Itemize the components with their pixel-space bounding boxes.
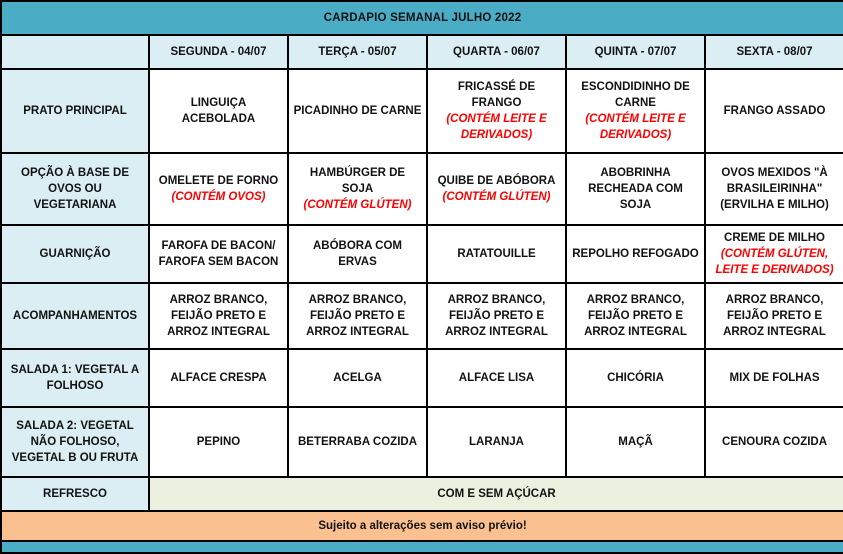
dish-name: ARROZ BRANCO, FEIJÃO PRETO E ARROZ INTEG… <box>584 293 687 339</box>
dish-name: ALFACE CRESPA <box>170 371 267 384</box>
menu-cell: CREME DE MILHO (CONTÉM GLÚTEN, LEITE E DE… <box>703 224 843 284</box>
dish-name: OMELETE DE FORNO <box>158 174 279 187</box>
menu-cell: PEPINO <box>148 406 289 478</box>
column-header-wednesday: QUARTA - 06/07 <box>426 34 567 70</box>
menu-cell: BETERRABA COZIDA <box>287 406 428 478</box>
menu-cell: REPOLHO REFOGADO <box>565 224 706 284</box>
dish-name: CENOURA COZIDA <box>722 435 828 448</box>
table-row-acompanhamentos: ACOMPANHAMENTOS ARROZ BRANCO, FEIJÃO PRE… <box>0 282 843 350</box>
dish-name: ARROZ BRANCO, FEIJÃO PRETO E ARROZ INTEG… <box>445 293 548 339</box>
table-row-salada-2: SALADA 2: VEGETAL NÃO FOLHOSO, VEGETAL B… <box>0 406 843 478</box>
table-row-opcao-vegetariana: OPÇÃO À BASE DE OVOS OU VEGETARIANA OMEL… <box>0 152 843 226</box>
dish-name: FAROFA DE BACON/ FAROFA SEM BACON <box>158 239 279 268</box>
row-label-salada-2: SALADA 2: VEGETAL NÃO FOLHOSO, VEGETAL B… <box>0 406 150 478</box>
dish-name: ACELGA <box>333 371 382 384</box>
menu-cell: ACELGA <box>287 348 428 408</box>
dish-name: REPOLHO REFOGADO <box>572 247 699 260</box>
row-label-salada-1: SALADA 1: VEGETAL A FOLHOSO <box>0 348 150 408</box>
dish-name: CHICÓRIA <box>607 371 664 384</box>
dish-name: HAMBÚRGER DE SOJA <box>309 166 406 195</box>
row-label-prato-principal: PRATO PRINCIPAL <box>0 68 150 154</box>
dish-name: OVOS MEXIDOS "À BRASILEIRINHA" (ERVILHA … <box>720 166 829 212</box>
dish-name: ESCONDIDINHO DE CARNE <box>581 80 690 109</box>
menu-cell: ARROZ BRANCO, FEIJÃO PRETO E ARROZ INTEG… <box>287 282 428 350</box>
dish-name: LARANJA <box>469 435 524 448</box>
bottom-bar-row <box>0 540 843 554</box>
menu-cell: QUIBE DE ABÓBORA (CONTÉM GLÚTEN) <box>426 152 567 226</box>
menu-cell: ALFACE LISA <box>426 348 567 408</box>
dish-name: PICADINHO DE CARNE <box>293 104 422 117</box>
dish-name: ARROZ BRANCO, FEIJÃO PRETO E ARROZ INTEG… <box>306 293 409 339</box>
footer-row: Sujeito a alterações sem aviso prévio! <box>0 510 843 542</box>
dish-name: PEPINO <box>196 435 241 448</box>
allergen-note: (CONTÉM LEITE E DERIVADOS) <box>585 113 686 142</box>
allergen-note: (CONTÉM GLÚTEN, LEITE E DERIVADOS) <box>715 247 834 277</box>
menu-cell: LINGUIÇA ACEBOLADA <box>148 68 289 154</box>
menu-cell: OVOS MEXIDOS "À BRASILEIRINHA" (ERVILHA … <box>703 152 843 226</box>
table-row-refresco: REFRESCO COM E SEM AÇÚCAR <box>0 476 843 512</box>
menu-cell: MAÇÃ <box>565 406 706 478</box>
menu-cell: PICADINHO DE CARNE <box>287 68 428 154</box>
menu-cell: ARROZ BRANCO, FEIJÃO PRETO E ARROZ INTEG… <box>148 282 289 350</box>
table-row-salada-1: SALADA 1: VEGETAL A FOLHOSO ALFACE CRESP… <box>0 348 843 408</box>
menu-cell: RATATOUILLE <box>426 224 567 284</box>
allergen-note: (CONTÉM OVOS) <box>171 191 266 203</box>
allergen-note: (CONTÉM GLÚTEN) <box>303 199 412 212</box>
title-row: CARDAPIO SEMANAL JULHO 2022 <box>0 0 843 36</box>
menu-cell: OMELETE DE FORNO (CONTÉM OVOS) <box>148 152 289 226</box>
dish-name: ALFACE LISA <box>458 371 535 384</box>
dish-name: FRANGO ASSADO <box>723 104 826 117</box>
menu-cell: FAROFA DE BACON/ FAROFA SEM BACON <box>148 224 289 284</box>
allergen-note: (CONTÉM GLÚTEN) <box>442 191 551 203</box>
menu-cell: MIX DE FOLHAS <box>703 348 843 408</box>
menu-cell: LARANJA <box>426 406 567 478</box>
table-row-guarnicao: GUARNIÇÃO FAROFA DE BACON/ FAROFA SEM BA… <box>0 224 843 284</box>
table-row-prato-principal: PRATO PRINCIPAL LINGUIÇA ACEBOLADA PICAD… <box>0 68 843 154</box>
menu-cell: ABOBRINHA RECHEADA COM SOJA <box>565 152 706 226</box>
menu-cell: CENOURA COZIDA <box>703 406 843 478</box>
dish-name: FRICASSÉ DE FRANGO <box>457 80 536 109</box>
dish-name: LINGUIÇA ACEBOLADA <box>181 96 256 125</box>
menu-title: CARDAPIO SEMANAL JULHO 2022 <box>0 0 843 36</box>
dish-name: CREME DE MILHO <box>724 231 825 244</box>
menu-cell: FRICASSÉ DE FRANGO (CONTÉM LEITE E DERIVA… <box>426 68 567 154</box>
menu-cell: ARROZ BRANCO, FEIJÃO PRETO E ARROZ INTEG… <box>565 282 706 350</box>
dish-name: RATATOUILLE <box>457 247 536 260</box>
menu-cell: ABÓBORA COM ERVAS <box>287 224 428 284</box>
dish-name: MAÇÃ <box>618 435 653 448</box>
bottom-accent-bar <box>0 540 843 554</box>
dish-name: ABÓBORA COM ERVAS <box>312 239 402 268</box>
row-label-guarnicao: GUARNIÇÃO <box>0 224 150 284</box>
row-label-opcao-vegetariana: OPÇÃO À BASE DE OVOS OU VEGETARIANA <box>0 152 150 226</box>
header-row: SEGUNDA - 04/07 TERÇA - 05/07 QUARTA - 0… <box>0 34 843 70</box>
menu-cell: FRANGO ASSADO <box>703 68 843 154</box>
column-header-thursday: QUINTA - 07/07 <box>565 34 706 70</box>
allergen-note: (CONTÉM LEITE E DERIVADOS) <box>446 113 547 142</box>
column-header-monday: SEGUNDA - 04/07 <box>148 34 289 70</box>
column-header-friday: SEXTA - 08/07 <box>703 34 843 70</box>
dish-name: ARROZ BRANCO, FEIJÃO PRETO E ARROZ INTEG… <box>723 293 826 339</box>
refresco-value: COM E SEM AÇÚCAR <box>147 476 843 512</box>
row-label-acompanhamentos: ACOMPANHAMENTOS <box>0 282 150 350</box>
menu-cell: ALFACE CRESPA <box>148 348 289 408</box>
column-header-tuesday: TERÇA - 05/07 <box>287 34 428 70</box>
menu-cell: ARROZ BRANCO, FEIJÃO PRETO E ARROZ INTEG… <box>426 282 567 350</box>
dish-name: QUIBE DE ABÓBORA <box>437 174 556 187</box>
row-label-refresco: REFRESCO <box>0 476 150 512</box>
menu-cell: ARROZ BRANCO, FEIJÃO PRETO E ARROZ INTEG… <box>703 282 843 350</box>
dish-name: ABOBRINHA RECHEADA COM SOJA <box>588 166 683 212</box>
disclaimer-text: Sujeito a alterações sem aviso prévio! <box>0 510 843 542</box>
corner-cell <box>0 34 150 70</box>
menu-cell: HAMBÚRGER DE SOJA (CONTÉM GLÚTEN) <box>287 152 428 226</box>
menu-cell: ESCONDIDINHO DE CARNE (CONTÉM LEITE E DER… <box>565 68 706 154</box>
dish-name: ARROZ BRANCO, FEIJÃO PRETO E ARROZ INTEG… <box>167 293 270 339</box>
dish-name: MIX DE FOLHAS <box>729 371 820 384</box>
dish-name: BETERRABA COZIDA <box>297 435 418 448</box>
menu-cell: CHICÓRIA <box>565 348 706 408</box>
